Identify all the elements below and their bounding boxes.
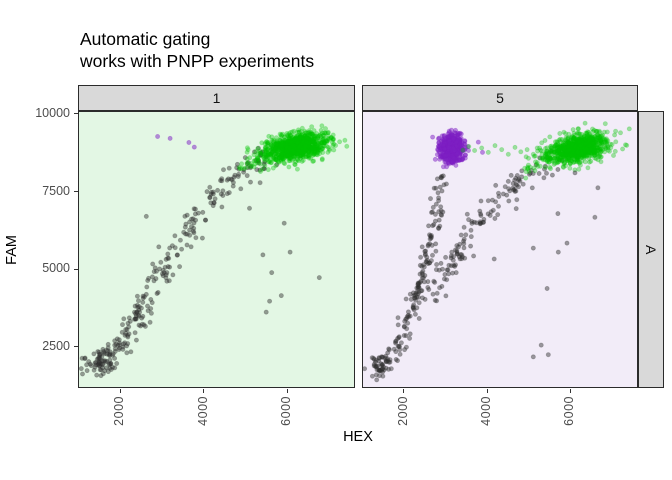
y-tick-label: 5000 <box>42 261 70 276</box>
positive-cluster <box>531 120 632 173</box>
x-tick-label: 2000 <box>395 396 410 426</box>
y-tick-mark <box>74 268 78 270</box>
facet-strip-5: 5 <box>362 85 638 111</box>
panel-5-points <box>363 120 632 383</box>
x-tick-mark <box>486 389 488 393</box>
rain-outliers <box>155 133 197 150</box>
panel-1-points <box>79 123 350 379</box>
green-bridge <box>460 143 543 157</box>
x-tick-mark <box>203 389 204 393</box>
chart-title-line-1: Automatic gating <box>80 29 211 49</box>
x-tick-mark <box>569 389 571 393</box>
y-tick-label: 2500 <box>42 338 70 353</box>
positive-cluster-tail <box>236 145 287 175</box>
chart-title-line-2: works with PNPP experiments <box>80 51 315 71</box>
x-tick-label: 4000 <box>195 396 210 426</box>
scatter-panel-5 <box>362 111 638 388</box>
x-tick-mark <box>403 389 405 393</box>
facet-strip-row-a-label: A <box>643 244 659 255</box>
scatter-outliers <box>491 170 601 360</box>
purple-bridge <box>455 130 486 155</box>
purple-cluster <box>430 127 472 170</box>
x-tick-label: 4000 <box>479 396 494 426</box>
y-tick-label: 7500 <box>42 183 70 198</box>
negative-right-branch <box>422 149 565 304</box>
x-tick-mark <box>286 389 288 393</box>
x-tick-label: 6000 <box>279 396 294 426</box>
negative-bottom-blob <box>79 341 116 379</box>
scatter-outliers <box>143 205 322 315</box>
facet-strip-1: 1 <box>78 85 355 111</box>
x-tick-label: 2000 <box>112 396 126 426</box>
y-tick-label: 10000 <box>35 105 70 120</box>
facet-strip-5-label: 5 <box>496 90 504 106</box>
y-tick-mark <box>74 113 78 115</box>
negative-trail <box>79 145 280 378</box>
y-tick-mark <box>74 346 78 348</box>
negative-left-branch <box>374 173 449 383</box>
scatter-panel-1 <box>78 111 355 388</box>
x-tick-mark <box>119 389 121 393</box>
chart-title: Automatic gating works with PNPP experim… <box>80 28 314 72</box>
x-tick-label: 6000 <box>562 396 577 426</box>
positive-cluster <box>244 123 350 172</box>
x-axis-title: HEX <box>343 429 373 445</box>
negative-bottom-blob <box>363 346 397 379</box>
y-axis-title-text: FAM <box>4 234 20 265</box>
y-tick-mark <box>74 191 78 192</box>
positive-cluster-tail <box>522 144 567 181</box>
facet-strip-1-label: 1 <box>212 90 221 106</box>
facet-strip-row-a: A <box>638 111 664 388</box>
